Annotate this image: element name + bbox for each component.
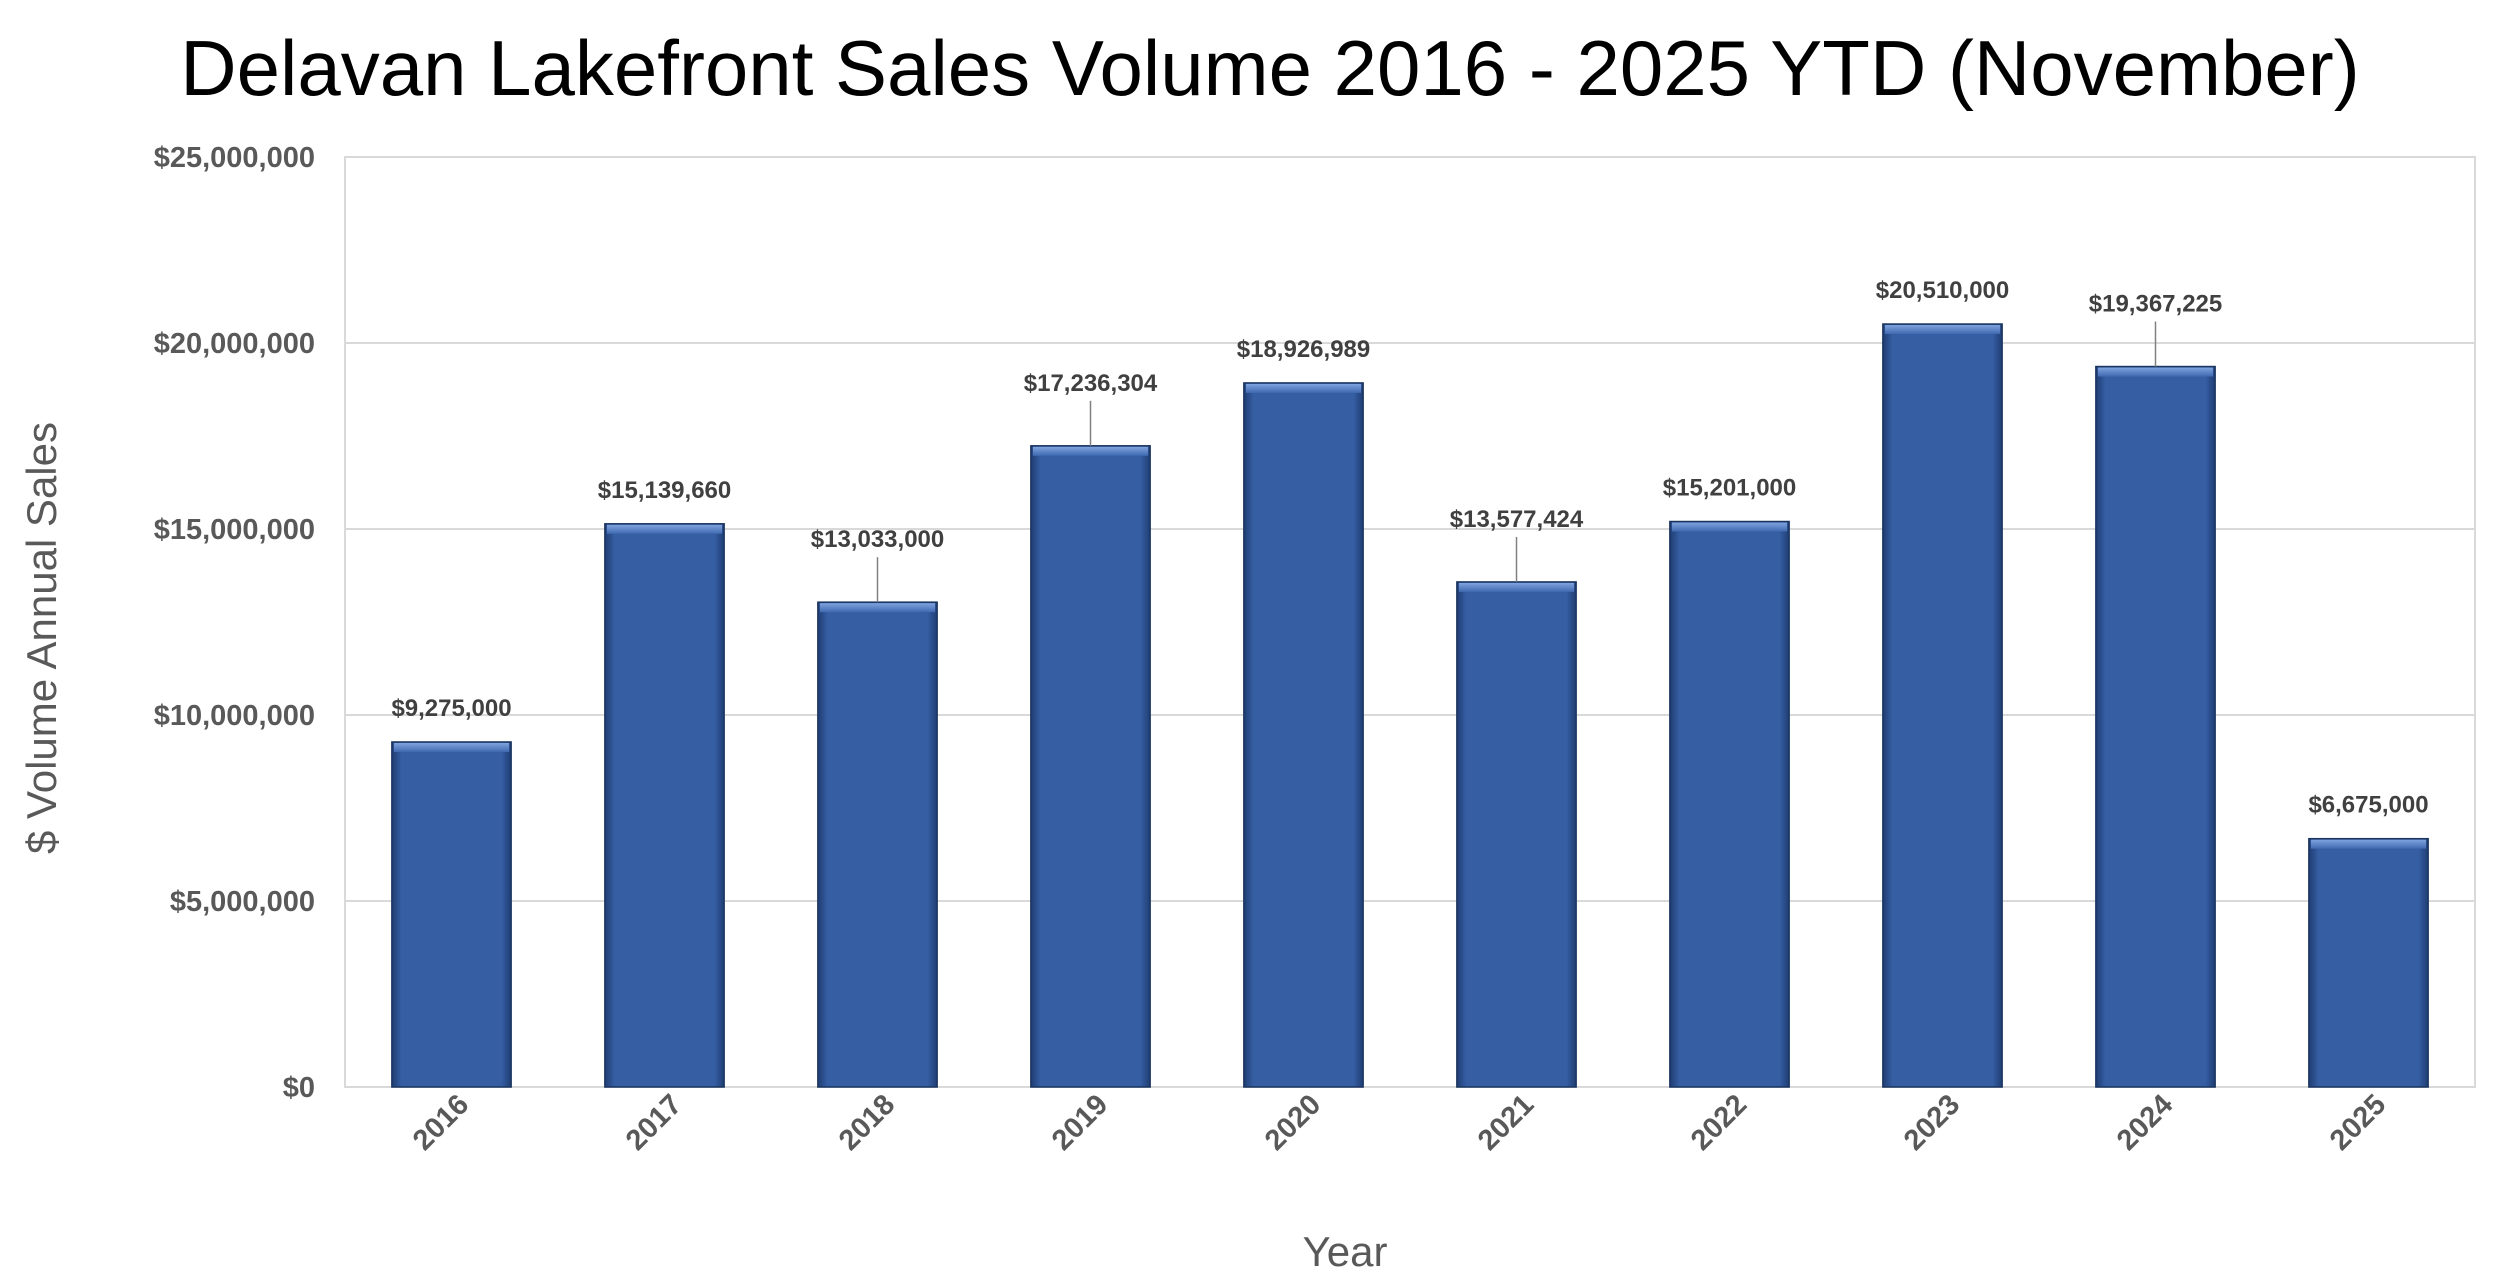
bar-bevel (819, 603, 936, 613)
x-axis-ticks: 2016 2017 2018 2019 2020 2021 2022 2023 2024 2025 (407, 1089, 2392, 1157)
data-label: $19,367,225 (2089, 291, 2222, 318)
bar-bevel (606, 524, 723, 534)
y-axis-ticks: $0 $5,000,000 $10,000,000 $15,000,000 $20,00… (154, 142, 315, 1104)
x-tick-label: 2017 (620, 1089, 688, 1157)
x-tick-label: 2022 (1685, 1089, 1753, 1157)
plot-area (344, 156, 2476, 1088)
x-tick-label: 2024 (2111, 1089, 2179, 1157)
bar-bevel (1884, 325, 2001, 335)
data-label: $20,510,000 (1876, 277, 2009, 304)
bar-bevel (1671, 522, 1788, 532)
x-axis-label: Year (1303, 1228, 1388, 1275)
bar (2095, 365, 2216, 1088)
bar-bevel (2310, 839, 2427, 849)
chart-title: Delavan Lakefront Sales Volume 2016 - 20… (180, 24, 2359, 112)
bar-bevel (393, 742, 510, 752)
bar-bevel (1032, 446, 1149, 456)
bar (391, 741, 512, 1088)
bar (1456, 581, 1577, 1088)
bar (1030, 445, 1151, 1088)
x-tick-label: 2021 (1472, 1089, 1540, 1157)
data-label: $6,675,000 (2308, 792, 2428, 819)
y-axis-label: $ Volume Annual Sales (18, 422, 65, 854)
x-tick-label: 2023 (1898, 1089, 1966, 1157)
bar-group-2019: $17,236,304 (1024, 370, 1158, 1088)
bar-bevel (1458, 582, 1575, 592)
bar-group-2025: $6,675,000 (2308, 792, 2429, 1088)
data-label: $9,275,000 (391, 695, 511, 722)
data-label: $13,033,000 (811, 526, 944, 553)
bar (1669, 520, 1790, 1088)
bar-group-2016: $9,275,000 (391, 695, 512, 1088)
bars: $9,275,000 $15,139,660 $13,033,000 $17,236,… (391, 277, 2429, 1088)
bar-group-2020: $18,926,989 (1237, 336, 1370, 1088)
bar-group-2018: $13,033,000 (811, 526, 944, 1088)
bar-group-2023: $20,510,000 (1876, 277, 2009, 1088)
x-tick-label: 2020 (1259, 1089, 1327, 1157)
bar (1882, 323, 2003, 1088)
x-tick-label: 2019 (1046, 1089, 1114, 1157)
data-label: $17,236,304 (1024, 370, 1158, 397)
y-tick-label: $25,000,000 (154, 142, 315, 174)
x-tick-label: 2016 (407, 1089, 475, 1157)
bar-group-2022: $15,201,000 (1663, 475, 1796, 1088)
y-tick-label: $20,000,000 (154, 328, 315, 360)
bar-bevel (2097, 367, 2214, 377)
data-label: $15,139,660 (598, 477, 731, 504)
bar-bevel (1245, 383, 1362, 393)
bar (2308, 837, 2429, 1088)
bar-group-2024: $19,367,225 (2089, 291, 2222, 1088)
bar (604, 523, 725, 1088)
x-tick-label: 2025 (2324, 1089, 2392, 1157)
bar (817, 601, 938, 1088)
data-label: $18,926,989 (1237, 336, 1370, 363)
x-tick-label: 2018 (833, 1089, 901, 1157)
y-tick-label: $15,000,000 (154, 514, 315, 546)
bar-group-2017: $15,139,660 (598, 477, 731, 1088)
bar (1243, 382, 1364, 1088)
y-tick-label: $0 (283, 1072, 315, 1104)
y-tick-label: $10,000,000 (154, 700, 315, 732)
y-tick-label: $5,000,000 (170, 886, 315, 918)
data-label: $15,201,000 (1663, 475, 1796, 502)
bar-group-2021: $13,577,424 (1450, 506, 1584, 1088)
data-label: $13,577,424 (1450, 506, 1584, 533)
